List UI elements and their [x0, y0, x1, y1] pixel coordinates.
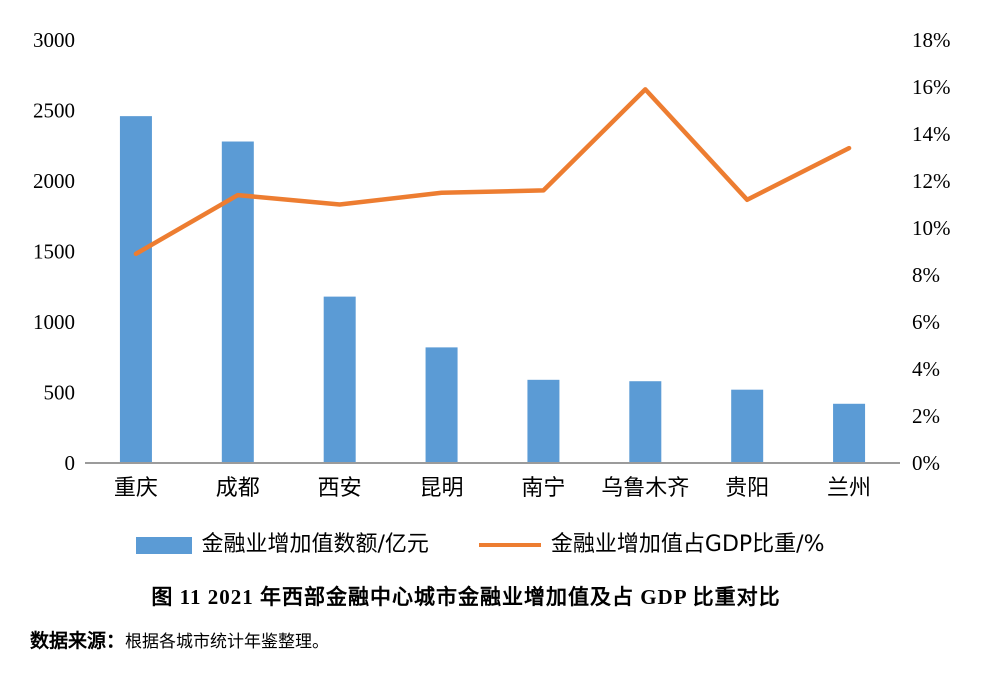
- line-series-swatch: [478, 543, 541, 548]
- left-axis-tick: 2500: [33, 99, 75, 123]
- x-axis-label-3: 西安: [318, 476, 362, 501]
- legend-item-line: 金融业增加值占GDP比重/%: [478, 532, 825, 557]
- bar-series-label: 金融业增加值数额/亿元: [201, 532, 429, 557]
- bar-南宁: [527, 379, 560, 463]
- x-axis-label-1: 重庆: [114, 476, 158, 501]
- right-axis-tick: 2%: [912, 404, 940, 428]
- x-axis-label-2: 成都: [216, 476, 260, 501]
- bar-西安: [323, 296, 356, 463]
- right-axis-tick: 10%: [912, 216, 951, 240]
- gdp-ratio-line: [133, 87, 852, 257]
- chart-canvas: 0 500 1000 1500 2000 2500 3000 0% 2% 4% 6% 8% 10% 12%…: [33, 28, 951, 501]
- line-series-label: 金融业增加值占GDP比重/%: [550, 532, 825, 557]
- data-source-label: 数据来源：: [30, 631, 126, 652]
- x-axis-label-5: 南宁: [521, 476, 565, 501]
- right-axis-tick: 4%: [912, 357, 940, 381]
- data-source-text: 根据各城市统计年鉴整理。: [125, 632, 330, 652]
- bar-贵阳: [731, 389, 764, 463]
- legend-item-bar: 金融业增加值数额/亿元: [135, 532, 429, 557]
- x-axis-label-6: 乌鲁木齐: [601, 476, 689, 501]
- left-axis-tick: 2000: [33, 169, 75, 193]
- left-axis-tick: 3000: [33, 28, 75, 52]
- right-axis-tick: 16%: [912, 75, 951, 99]
- bar-昆明: [425, 347, 458, 463]
- figure-caption: 图 11 2021 年西部金融中心城市金融业增加值及占 GDP 比重对比: [151, 585, 781, 609]
- data-source: 数据来源：根据各城市统计年鉴整理。: [30, 626, 329, 653]
- x-axis-label-4: 昆明: [420, 476, 464, 501]
- bar-重庆: [119, 116, 152, 463]
- right-axis-tick: 14%: [912, 122, 951, 146]
- x-axis-label-7: 贵阳: [725, 476, 769, 501]
- right-axis-tick: 12%: [912, 169, 951, 193]
- right-axis-tick: 8%: [912, 263, 940, 287]
- left-axis-tick: 500: [44, 381, 76, 405]
- left-axis-tick: 0: [65, 451, 76, 475]
- right-axis-tick: 6%: [912, 310, 940, 334]
- right-axis-tick: 0%: [912, 451, 940, 475]
- left-axis-tick: 1000: [33, 310, 75, 334]
- bar-乌鲁木齐: [629, 381, 662, 463]
- right-axis-tick: 18%: [912, 28, 951, 52]
- bar-兰州: [833, 403, 866, 463]
- bar-成都: [221, 141, 254, 463]
- legend: 金融业增加值数额/亿元 金融业增加值占GDP比重/%: [60, 532, 900, 557]
- bar-series-swatch: [135, 536, 192, 554]
- x-axis-label-8: 兰州: [827, 476, 871, 501]
- left-axis-tick: 1500: [33, 240, 75, 264]
